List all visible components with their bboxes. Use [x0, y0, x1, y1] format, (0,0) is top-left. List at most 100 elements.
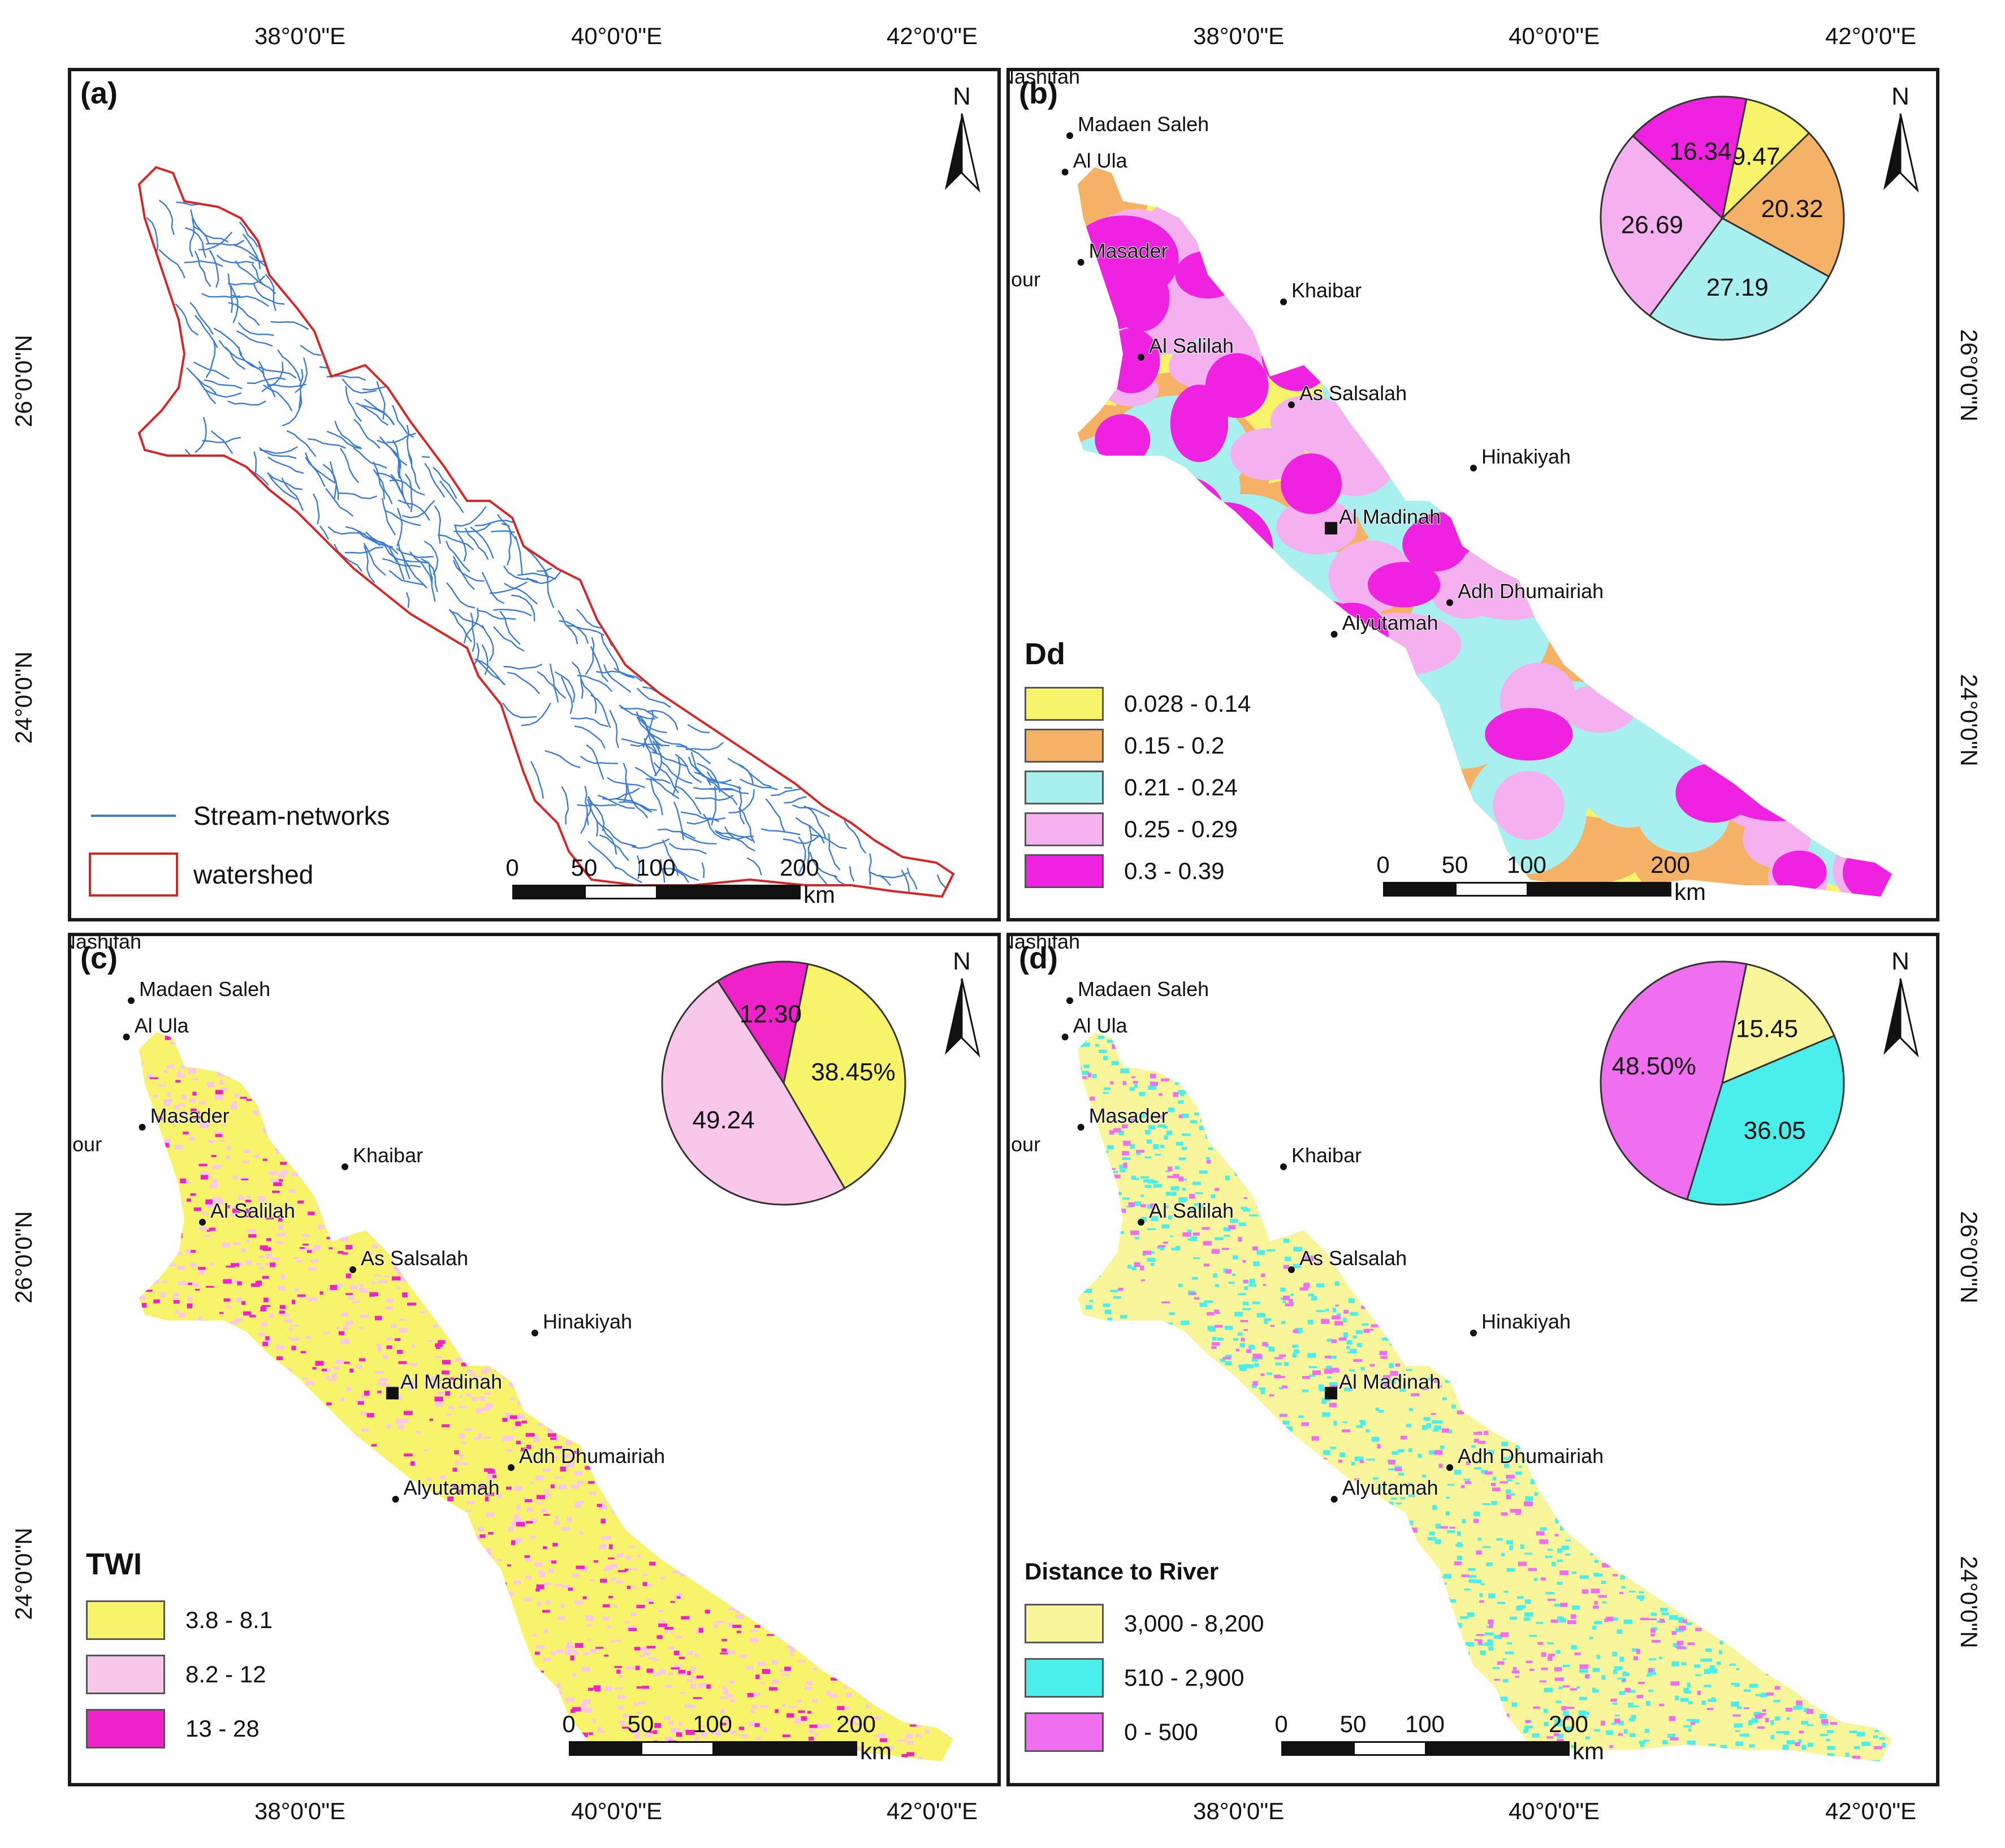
zone-speckle [289, 1454, 296, 1457]
zone-speckle [781, 1528, 785, 1531]
zone-speckle [618, 1511, 626, 1513]
zone-speckle [321, 1160, 328, 1165]
city-dot-icon [1066, 132, 1073, 139]
scale-unit: km [860, 1738, 892, 1764]
zone-speckle [736, 1534, 744, 1537]
zone-speckle [412, 1541, 416, 1543]
stream-segment [282, 395, 303, 427]
legend-label: 0.15 - 0.2 [1124, 732, 1225, 759]
zone-speckle [250, 1432, 256, 1435]
zone-speckle [653, 1230, 659, 1234]
zone-speckle [334, 1568, 339, 1573]
zone-patch [1270, 395, 1345, 448]
north-arrow-icon [945, 113, 980, 193]
zone-speckle [535, 1563, 543, 1567]
zone-speckle [594, 1291, 603, 1296]
zone-speckle [440, 1049, 448, 1051]
zone-speckle [750, 1479, 756, 1482]
zone-speckle [317, 1703, 325, 1707]
zone-speckle [406, 1638, 416, 1641]
zone-speckle [927, 1133, 935, 1139]
zone-speckle [913, 1341, 921, 1344]
zone-speckle [440, 1475, 446, 1479]
zone-speckle [646, 1214, 654, 1219]
zone-speckle [689, 1222, 699, 1227]
zone-patch [1702, 693, 1787, 758]
zone-speckle [691, 1676, 697, 1680]
zone-speckle [918, 1624, 925, 1626]
zone-speckle [1674, 1476, 1683, 1478]
zone-speckle [326, 1193, 335, 1197]
zone-speckle [1725, 1315, 1734, 1320]
zone-speckle [163, 1102, 171, 1106]
stream-segment [574, 725, 606, 749]
zone-speckle [321, 1685, 325, 1690]
zone-speckle [935, 1168, 939, 1174]
zone-speckle [188, 1283, 192, 1286]
zone-speckle [941, 1201, 948, 1205]
zone-speckle [685, 1730, 695, 1735]
zone-speckle [499, 1739, 507, 1742]
zone-speckle [838, 1276, 843, 1279]
zone-speckle [266, 1238, 271, 1241]
zone-speckle [905, 1494, 914, 1498]
zone-speckle [853, 1544, 858, 1547]
zone-speckle [729, 1299, 736, 1302]
zone-speckle [601, 1537, 605, 1540]
zone-speckle [502, 1436, 511, 1442]
zone-speckle [818, 1332, 827, 1336]
zone-speckle [447, 1725, 456, 1729]
zone-speckle [1388, 1699, 1393, 1705]
zone-speckle [852, 1504, 858, 1509]
zone-speckle [409, 1363, 417, 1366]
zone-speckle [544, 1395, 553, 1399]
zone-speckle [936, 1140, 940, 1144]
zone-speckle [941, 1408, 949, 1410]
zone-speckle [619, 1073, 623, 1077]
zone-speckle [682, 1375, 688, 1379]
zone-speckle [219, 1312, 224, 1314]
zone-patch [1228, 290, 1280, 331]
zone-speckle [238, 1058, 244, 1061]
zone-speckle [1366, 1580, 1373, 1586]
zone-speckle [930, 1673, 934, 1676]
zone-speckle [236, 1297, 242, 1303]
zone-speckle [812, 1516, 818, 1519]
zone-speckle [694, 1544, 699, 1547]
zone-speckle [615, 1073, 625, 1078]
zone-speckle [265, 1447, 270, 1452]
zone-speckle [542, 1609, 550, 1613]
zone-speckle [904, 1353, 909, 1358]
zone-speckle [466, 1501, 475, 1504]
zone-speckle [612, 1300, 618, 1302]
city-label: Alyutamah [1342, 611, 1438, 634]
zone-speckle [599, 1038, 606, 1043]
zone-speckle [1388, 1123, 1393, 1128]
zone-speckle [422, 1206, 430, 1208]
zone-speckle [840, 1586, 845, 1589]
stream-segment [849, 866, 855, 882]
zone-speckle [632, 1728, 640, 1734]
zone-speckle [906, 1213, 911, 1217]
zone-speckle [482, 1170, 490, 1173]
stream-segment [906, 867, 918, 890]
zone-speckle [327, 1755, 335, 1759]
zone-speckle [940, 1106, 945, 1110]
zone-speckle [472, 1397, 477, 1401]
stream-segment [270, 321, 309, 330]
zone-speckle [500, 1067, 505, 1071]
zone-speckle [374, 1371, 384, 1374]
zone-speckle [451, 1076, 456, 1080]
zone-speckle [822, 1380, 831, 1386]
zone-speckle [629, 1400, 638, 1405]
scalebar-b: 0 50 100 200 km [1376, 851, 1706, 908]
zone-speckle [475, 1032, 479, 1036]
city-marker: Adh Dhumairiah [508, 1444, 666, 1471]
zone-speckle [1546, 1042, 1550, 1048]
zone-speckle [299, 1247, 305, 1249]
zone-speckle [628, 1546, 636, 1548]
zone-speckle [353, 1114, 362, 1118]
zone-speckle [789, 1706, 798, 1708]
zone-speckle [1258, 1405, 1263, 1410]
zone-patch [1842, 842, 1892, 897]
